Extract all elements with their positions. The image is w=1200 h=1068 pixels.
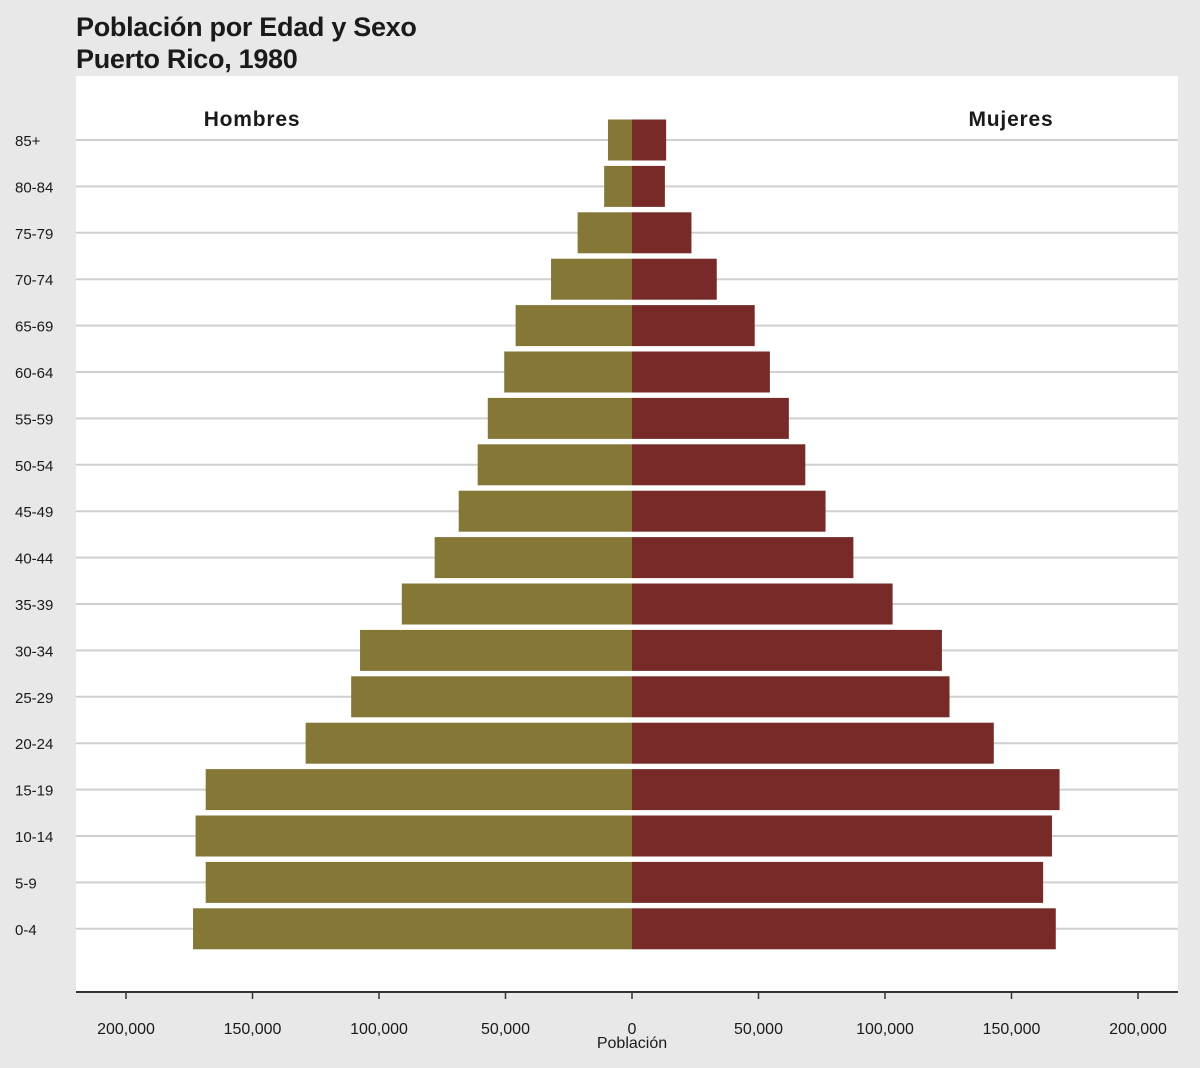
bar-hombres-0-4 [193, 908, 633, 950]
age-label: 50-54 [15, 458, 53, 475]
age-label: 5-9 [15, 875, 37, 892]
bar-mujeres-55-59 [632, 397, 789, 439]
bar-hombres-5-9 [205, 861, 632, 903]
bar-hombres-50-54 [477, 444, 632, 486]
bar-hombres-65-69 [515, 305, 632, 347]
bar-hombres-45-49 [458, 490, 632, 532]
x-tick-label: 100,000 [856, 1021, 914, 1038]
age-label: 80-84 [15, 179, 53, 196]
bar-mujeres-50-54 [632, 444, 806, 486]
series-label-hombres: Hombres [204, 108, 301, 131]
bar-mujeres-85plus [632, 119, 667, 161]
bar-mujeres-40-44 [632, 537, 854, 579]
x-tick-label: 50,000 [734, 1021, 783, 1038]
bar-hombres-70-74 [551, 258, 632, 300]
age-label: 85+ [15, 133, 41, 150]
chart-title: Población por Edad y Sexo [76, 12, 417, 42]
bar-mujeres-30-34 [632, 629, 942, 671]
age-label: 15-19 [15, 783, 53, 800]
age-label: 20-24 [15, 736, 53, 753]
bar-hombres-10-14 [195, 815, 632, 857]
bar-mujeres-10-14 [632, 815, 1052, 857]
bar-hombres-15-19 [205, 769, 632, 811]
bar-mujeres-5-9 [632, 861, 1044, 903]
x-tick-label: 50,000 [481, 1021, 530, 1038]
bar-hombres-30-34 [360, 629, 632, 671]
x-tick-label: 200,000 [97, 1021, 155, 1038]
bar-hombres-60-64 [504, 351, 632, 393]
x-tick-label: 0 [628, 1021, 637, 1038]
bar-hombres-55-59 [487, 397, 632, 439]
bar-hombres-35-39 [401, 583, 632, 625]
age-label: 10-14 [15, 829, 53, 846]
bar-mujeres-80-84 [632, 165, 665, 207]
bar-mujeres-60-64 [632, 351, 770, 393]
age-label: 70-74 [15, 272, 53, 289]
bar-hombres-40-44 [434, 537, 632, 579]
age-label: 60-64 [15, 365, 53, 382]
age-label: 35-39 [15, 597, 53, 614]
age-label: 25-29 [15, 690, 53, 707]
x-tick-label: 150,000 [983, 1021, 1041, 1038]
x-tick-label: 200,000 [1109, 1021, 1167, 1038]
bar-mujeres-0-4 [632, 908, 1056, 950]
bar-hombres-75-79 [577, 212, 632, 254]
age-label: 30-34 [15, 643, 53, 660]
bar-hombres-85plus [607, 119, 632, 161]
bar-mujeres-75-79 [632, 212, 692, 254]
age-label: 75-79 [15, 226, 53, 243]
bar-mujeres-45-49 [632, 490, 826, 532]
bar-mujeres-65-69 [632, 305, 755, 347]
chart-subtitle: Puerto Rico, 1980 [76, 44, 298, 74]
series-label-mujeres: Mujeres [969, 108, 1054, 131]
age-label: 40-44 [15, 551, 53, 568]
bar-mujeres-70-74 [632, 258, 717, 300]
bar-mujeres-25-29 [632, 676, 950, 718]
bar-hombres-80-84 [604, 165, 632, 207]
x-tick-label: 100,000 [350, 1021, 408, 1038]
bar-mujeres-35-39 [632, 583, 893, 625]
bar-mujeres-20-24 [632, 722, 994, 764]
age-label: 45-49 [15, 504, 53, 521]
bar-hombres-20-24 [305, 722, 632, 764]
age-label: 55-59 [15, 411, 53, 428]
bar-hombres-25-29 [351, 676, 632, 718]
bar-mujeres-15-19 [632, 769, 1060, 811]
x-tick-label: 150,000 [224, 1021, 282, 1038]
x-axis-title: Población [597, 1035, 667, 1052]
age-label: 65-69 [15, 319, 53, 336]
age-label: 0-4 [15, 922, 37, 939]
